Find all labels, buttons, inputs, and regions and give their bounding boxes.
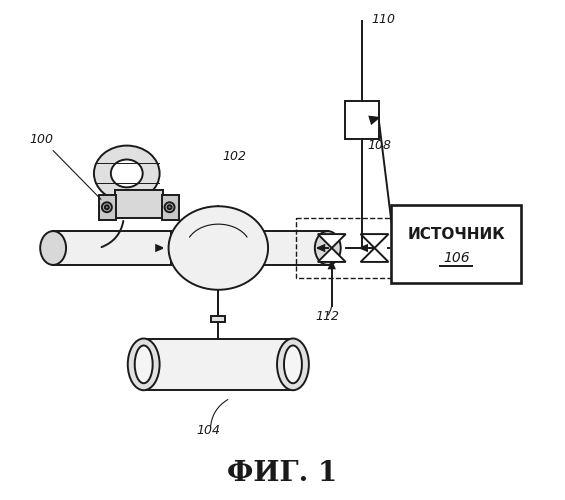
Bar: [211, 316, 225, 322]
Ellipse shape: [40, 231, 66, 265]
Polygon shape: [329, 262, 334, 268]
Bar: [296, 218, 396, 278]
Polygon shape: [370, 117, 379, 123]
Text: ИСТОЧНИК: ИСТОЧНИК: [407, 226, 505, 242]
Polygon shape: [360, 234, 389, 248]
Bar: [392, 205, 521, 283]
Bar: [115, 190, 163, 218]
Text: 110: 110: [372, 14, 396, 26]
Circle shape: [105, 205, 109, 209]
Ellipse shape: [94, 146, 159, 202]
Text: 100: 100: [29, 132, 53, 145]
Ellipse shape: [134, 346, 153, 384]
Circle shape: [102, 202, 112, 212]
Ellipse shape: [168, 206, 268, 290]
Bar: [53, 231, 171, 265]
Text: 106: 106: [443, 251, 470, 265]
Ellipse shape: [284, 346, 302, 384]
Ellipse shape: [277, 338, 309, 390]
Polygon shape: [318, 248, 346, 262]
Polygon shape: [360, 246, 367, 250]
Polygon shape: [156, 246, 163, 250]
Text: 108: 108: [368, 138, 392, 151]
Ellipse shape: [128, 338, 159, 390]
Text: ФИГ. 1: ФИГ. 1: [227, 460, 337, 487]
Bar: [99, 196, 116, 220]
Bar: [162, 196, 179, 220]
Text: 112: 112: [316, 310, 340, 322]
Polygon shape: [360, 248, 389, 262]
Bar: [345, 101, 379, 138]
Ellipse shape: [111, 160, 143, 188]
Bar: [144, 338, 293, 390]
Text: 102: 102: [222, 150, 246, 164]
Circle shape: [164, 202, 175, 212]
Ellipse shape: [315, 231, 341, 265]
Bar: [256, 231, 328, 265]
Polygon shape: [318, 234, 346, 248]
Polygon shape: [318, 246, 324, 250]
Text: 104: 104: [197, 424, 220, 437]
Circle shape: [168, 205, 172, 209]
